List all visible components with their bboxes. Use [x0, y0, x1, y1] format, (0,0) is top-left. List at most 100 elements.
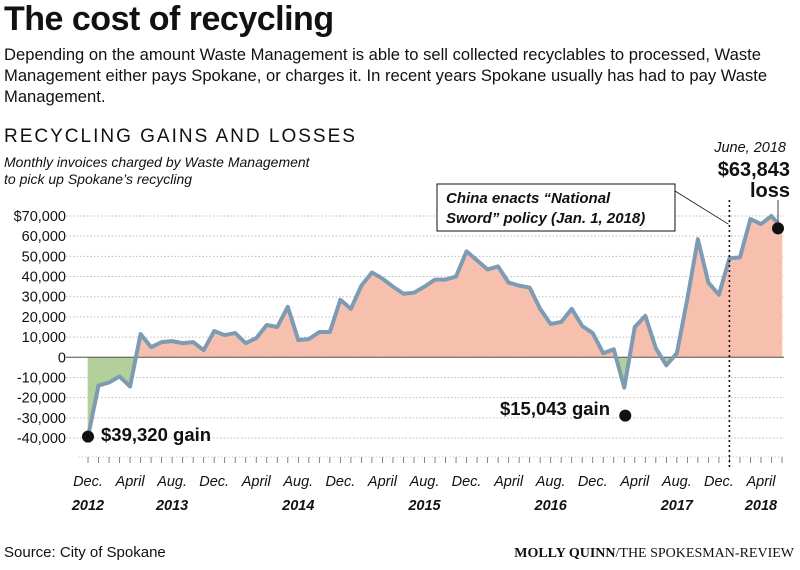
data-point — [570, 308, 572, 310]
data-point — [739, 256, 741, 258]
data-point — [108, 381, 110, 383]
x-year-label: 2012 — [71, 498, 104, 514]
policy-leader — [674, 190, 729, 225]
data-point — [245, 342, 247, 344]
x-tick-label: April — [241, 474, 272, 490]
data-point — [528, 286, 530, 288]
loss-area — [403, 292, 415, 358]
loss-area — [508, 282, 520, 358]
x-tick-label: April — [367, 474, 398, 490]
intro-text: Depending on the amount Waste Management… — [4, 45, 768, 106]
loss-amount-label: $63,843 — [718, 159, 790, 181]
source-note: Source: City of Spokane — [4, 544, 166, 561]
loss-area — [760, 215, 772, 358]
loss-area — [750, 218, 762, 358]
data-point — [423, 285, 425, 287]
gain-marker — [82, 430, 94, 443]
x-year-label: 2014 — [281, 498, 314, 514]
data-point — [655, 347, 657, 349]
data-point — [486, 268, 488, 270]
data-point — [549, 323, 551, 325]
data-point — [560, 321, 562, 323]
data-point — [202, 349, 204, 351]
chart-subtitle-line: Monthly invoices charged by Waste Manage… — [4, 154, 310, 170]
data-point — [97, 384, 99, 386]
data-point — [644, 315, 646, 317]
data-point — [497, 265, 499, 267]
data-point — [676, 352, 678, 354]
data-point — [602, 352, 604, 354]
chart-subtitle: Monthly invoices charged by Waste Manage… — [4, 154, 310, 188]
data-point — [707, 281, 709, 283]
y-tick-label: 10,000 — [22, 330, 66, 346]
data-point — [150, 346, 152, 348]
loss-area — [729, 257, 741, 358]
loss-area — [445, 276, 457, 358]
x-tick-label: Dec. — [199, 474, 229, 490]
x-year-label: 2018 — [744, 498, 778, 514]
y-tick-label: 0 — [58, 350, 66, 366]
loss-area — [392, 286, 404, 358]
data-point — [213, 330, 215, 332]
data-point — [266, 324, 268, 326]
data-point — [181, 342, 183, 344]
data-point — [760, 223, 762, 225]
data-point — [749, 218, 751, 220]
data-point — [613, 348, 615, 350]
data-point — [518, 284, 520, 286]
x-tick-label: April — [493, 474, 524, 490]
gain-marker — [619, 409, 632, 422]
data-point — [728, 257, 730, 259]
data-point — [360, 284, 362, 286]
data-point — [718, 294, 720, 296]
loss-area — [487, 266, 499, 358]
data-point — [770, 215, 772, 217]
data-point — [287, 306, 289, 308]
loss-area — [518, 285, 530, 358]
policy-label: China enacts “National — [446, 190, 611, 207]
loss-area — [413, 286, 425, 358]
x-tick-label: Aug. — [282, 474, 313, 490]
page-title: The cost of recycling — [4, 0, 334, 38]
loss-area — [371, 271, 383, 358]
data-point — [507, 281, 509, 283]
loss-suffix-label: loss — [750, 180, 790, 202]
data-point — [413, 291, 415, 293]
y-tick-label: 50,000 — [22, 249, 66, 265]
chart-title: RECYCLING GAINS AND LOSSES — [4, 126, 357, 147]
loss-area — [466, 250, 478, 358]
x-tick-label: Dec. — [704, 474, 734, 490]
data-point — [223, 334, 225, 336]
chart-subtitle-line: to pick up Spokane’s recycling — [4, 171, 193, 187]
x-year-label: 2015 — [407, 498, 441, 514]
data-point — [581, 325, 583, 327]
data-point — [444, 278, 446, 280]
x-tick-label: April — [115, 474, 146, 490]
x-tick-label: Aug. — [409, 474, 440, 490]
data-point — [623, 386, 625, 388]
credit-line: MOLLY QUINN/THE SPOKESMAN-REVIEW — [514, 546, 794, 562]
x-tick-label: Aug. — [661, 474, 692, 490]
loss-area — [319, 331, 331, 358]
data-point — [465, 250, 467, 252]
loss-marker — [772, 222, 784, 235]
data-point — [255, 337, 257, 339]
credit-org: /THE SPOKESMAN-REVIEW — [615, 546, 795, 561]
data-point — [634, 326, 636, 328]
data-point — [139, 333, 141, 335]
y-tick-label: -20,000 — [17, 391, 66, 407]
y-tick-label: -10,000 — [17, 370, 66, 386]
x-tick-label: Dec. — [578, 474, 608, 490]
x-tick-label: April — [745, 474, 776, 490]
y-tick-label: 40,000 — [22, 270, 66, 286]
data-point — [308, 338, 310, 340]
data-point — [371, 271, 373, 273]
data-point — [686, 298, 688, 300]
gain-label: $15,043 gain — [500, 398, 610, 419]
y-tick-label: 60,000 — [22, 229, 66, 245]
data-point — [297, 339, 299, 341]
y-tick-label: 20,000 — [22, 310, 66, 326]
data-point — [129, 385, 131, 387]
y-tick-label: -40,000 — [17, 431, 66, 447]
x-tick-label: Dec. — [73, 474, 103, 490]
